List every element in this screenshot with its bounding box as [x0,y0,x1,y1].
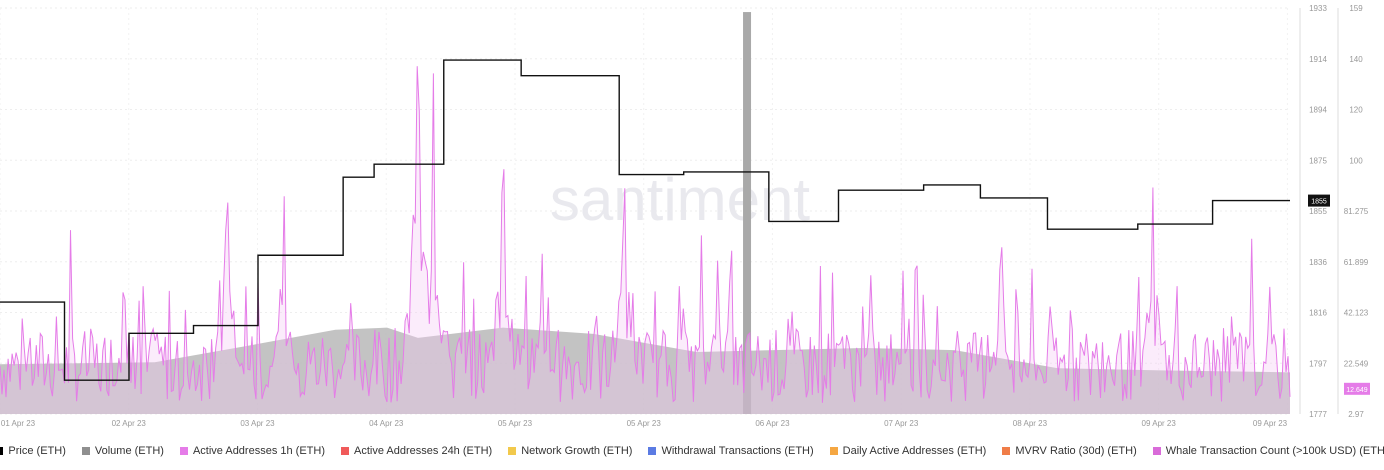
legend-item[interactable]: Active Addresses 24h (ETH) [341,445,492,457]
legend-label: Volume (ETH) [94,445,164,457]
volume-area [0,327,1290,414]
y-left-tick-label: 1914 [1309,55,1327,64]
x-tick-label: 05 Apr 23 [627,419,662,428]
legend-item[interactable]: Price (ETH) [0,445,66,457]
legend-item[interactable]: Volume (ETH) [81,445,164,457]
y-left-tick-label: 1777 [1309,410,1327,419]
legend-swatch [81,447,90,455]
legend-label: Withdrawal Transactions (ETH) [661,445,814,457]
x-tick-label: 02 Apr 23 [112,419,147,428]
active-addresses-line [0,66,1291,403]
legend-swatch [508,447,517,455]
y-left-tick-label: 1816 [1309,309,1327,318]
chart-canvas: santiment 1933 159 1914 140 1894 120 1875 100 18… [0,4,1370,428]
legend-item[interactable]: Daily Active Addresses (ETH) [829,445,987,457]
y-left-tick-label: 1875 [1309,156,1327,165]
x-tick-label: 03 Apr 23 [240,419,275,428]
x-tick-label: 09 Apr 23 [1253,419,1288,428]
y-left-tick-label: 1797 [1309,359,1327,368]
price-series [0,59,1290,381]
legend-item[interactable]: Whale Transaction Count (>100k USD) (ETH… [1152,445,1384,457]
volume-spike-bar [743,12,752,415]
legend-swatch [648,447,657,455]
legend-swatch [1002,447,1011,455]
x-tick-label: 01 Apr 23 [1,419,36,428]
active-addresses-series [0,66,1291,414]
legend: Price (ETH) Volume (ETH) Active Addresses … [0,440,1384,462]
legend-label: Active Addresses 24h (ETH) [354,445,493,457]
chart-axes: 1933 159 1914 140 1894 120 1875 100 1855 81.275 18… [1,4,1370,428]
y-right-tick-label: 42.123 [1344,309,1369,318]
legend-swatch [1152,447,1161,455]
y-right-tick-label: 159 [1349,4,1363,13]
y-right-tick-label: 22.549 [1344,359,1369,368]
y-right-tick-label: 2.97 [1348,410,1364,419]
legend-label: Whale Transaction Count (>100k USD) (ETH… [1165,445,1384,457]
legend-swatch [341,447,350,455]
y-right-tick-label: 61.899 [1344,258,1369,267]
y-right-tick-label: 120 [1349,106,1363,115]
legend-item[interactable]: Network Growth (ETH) [508,445,632,457]
y-right-tick-label: 100 [1349,156,1363,165]
legend-label: MVRV Ratio (30d) (ETH) [1015,445,1137,457]
legend-swatch [829,447,838,455]
legend-label: Active Addresses 1h (ETH) [192,445,326,457]
legend-label: Daily Active Addresses (ETH) [842,445,987,457]
x-tick-label: 07 Apr 23 [884,419,919,428]
active-value-badge [1344,382,1370,395]
legend-item[interactable]: Withdrawal Transactions (ETH) [648,445,814,457]
legend-item[interactable]: MVRV Ratio (30d) (ETH) [1002,445,1137,457]
legend-item[interactable]: Active Addresses 1h (ETH) [179,445,326,457]
active-value-label: 12.649 [1346,387,1368,394]
y-right-tick-label: 81.275 [1344,207,1369,216]
y-left-tick-label: 1836 [1309,258,1327,267]
price-value-label: 1855 [1311,199,1327,206]
y-left-tick-label: 1894 [1309,106,1327,115]
legend-label: Network Growth (ETH) [521,445,633,457]
x-tick-label: 06 Apr 23 [755,419,790,428]
y-left-tick-label: 1933 [1309,4,1327,13]
volume-series [0,12,1290,415]
x-tick-label: 05 Apr 23 [498,419,533,428]
watermark-text: santiment [550,166,810,233]
price-value-badge [1308,194,1330,207]
price-line [0,59,1290,381]
x-tick-label: 08 Apr 23 [1013,419,1048,428]
y-right-tick-label: 140 [1349,55,1363,64]
legend-swatch [0,447,4,455]
legend-swatch [179,447,188,455]
x-tick-label: 04 Apr 23 [369,419,404,428]
x-tick-label: 09 Apr 23 [1142,419,1177,428]
y-left-tick-label: 1855 [1309,207,1327,216]
legend-label: Price (ETH) [8,445,66,457]
